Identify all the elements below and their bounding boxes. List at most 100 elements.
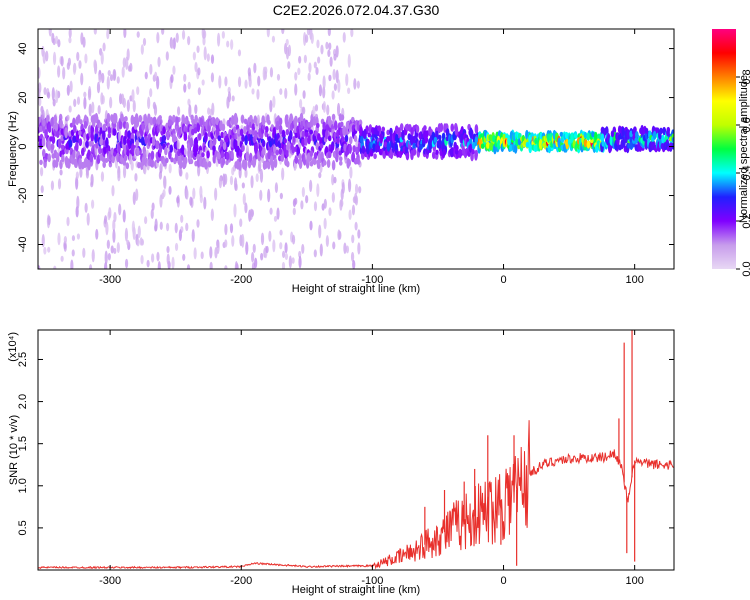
heatmap-cell [245,151,250,162]
heatmap-cell [144,216,148,225]
heatmap-cell [210,208,214,222]
heatmap-cell [156,32,160,44]
heatmap-cell [279,229,283,236]
heatmap-cell [332,241,336,250]
heatmap-cell [492,135,496,143]
heatmap-cell [78,138,83,147]
heatmap-cell [50,117,54,127]
heatmap-cell [203,46,207,61]
heatmap-cell [298,55,302,64]
heatmap-cell [352,145,356,153]
spectrogram-x-axis: -300 -200 -100 0 100 [99,29,644,286]
heatmap-cell [123,29,127,39]
heatmap-cell [276,207,280,220]
heatmap-cell [90,132,95,143]
heatmap-cell [185,172,189,180]
heatmap-cell [183,83,187,93]
heatmap-cell [52,51,57,66]
heatmap-cell [310,32,314,45]
snr-x-tick-label: 0 [500,575,506,587]
heatmap-cell [113,247,117,254]
heatmap-cell [194,61,198,73]
heatmap-cell [241,182,245,189]
heatmap-cell [79,119,83,125]
heatmap-cell [229,175,234,186]
heatmap-cell [394,143,398,150]
heatmap-cell [116,242,120,254]
heatmap-cell [305,195,309,204]
heatmap-cell [220,150,225,159]
heatmap-cell [218,75,222,89]
heatmap-cell [225,159,229,166]
heatmap-cell [313,61,317,69]
heatmap-cell [53,114,58,125]
heatmap-cell [424,135,429,144]
heatmap-cell [347,53,351,68]
heatmap-cell [123,155,128,162]
heatmap-cell [435,149,439,155]
heatmap-cell [309,220,313,231]
heatmap-cell [331,160,336,171]
heatmap-cell [262,146,266,156]
heatmap-cell [165,157,169,164]
heatmap-cell [193,247,197,260]
heatmap-cell [349,166,353,179]
heatmap-cell [91,117,96,128]
heatmap-cell [50,143,55,150]
heatmap-cell [84,202,88,213]
heatmap-cell [294,197,298,205]
heatmap-cell [273,215,278,222]
heatmap-cell [156,116,161,125]
heatmap-cell [281,250,286,259]
spectrogram-y-tick-label: 20 [17,91,29,103]
heatmap-cell [291,234,296,245]
heatmap-cell [54,159,59,168]
spectrogram-x-tick-label: 100 [625,274,643,286]
heatmap-cell [72,135,77,143]
heatmap-cell [347,87,351,95]
heatmap-cell [212,117,216,127]
heatmap-cell [251,123,256,131]
snr-y-multiplier: (x10⁴) [7,332,19,362]
heatmap-cell [367,132,372,138]
heatmap-cell [95,142,99,149]
heatmap-cell [124,227,129,242]
heatmap-cell [189,137,194,148]
heatmap-cell [573,133,578,139]
colorbar-tick-label: 0.6 [741,117,750,132]
heatmap-cell [358,186,362,194]
heatmap-cell [203,196,207,210]
heatmap-cell [236,128,241,135]
heatmap-cell [38,125,43,133]
heatmap-cell [666,129,670,137]
heatmap-cell [425,130,429,138]
heatmap-cell [89,154,94,163]
heatmap-cell [83,120,88,129]
heatmap-cell [272,95,276,108]
heatmap-cell [230,114,235,126]
heatmap-cell [204,161,208,170]
heatmap-cell [474,124,479,134]
heatmap-cell [183,147,188,156]
heatmap-cell [348,136,353,145]
heatmap-cell [133,123,138,130]
heatmap-cell [281,129,286,139]
heatmap-cell [281,29,285,35]
heatmap-cell [312,105,316,118]
heatmap-cell [323,198,327,209]
heatmap-cell [176,106,181,116]
heatmap-cell [610,130,615,138]
heatmap-cell [153,104,158,116]
snr-y-tick-label: 1.0 [17,478,29,493]
heatmap-cell [439,122,444,132]
heatmap-cell [261,139,266,148]
heatmap-cell [601,140,606,147]
heatmap-cell [322,75,326,90]
heatmap-cell [136,147,140,157]
heatmap-cell [80,72,84,86]
heatmap-cell [348,143,352,154]
heatmap-cell [207,161,212,168]
heatmap-cell [671,142,674,150]
heatmap-cell [174,222,178,234]
heatmap-cell [313,249,317,258]
